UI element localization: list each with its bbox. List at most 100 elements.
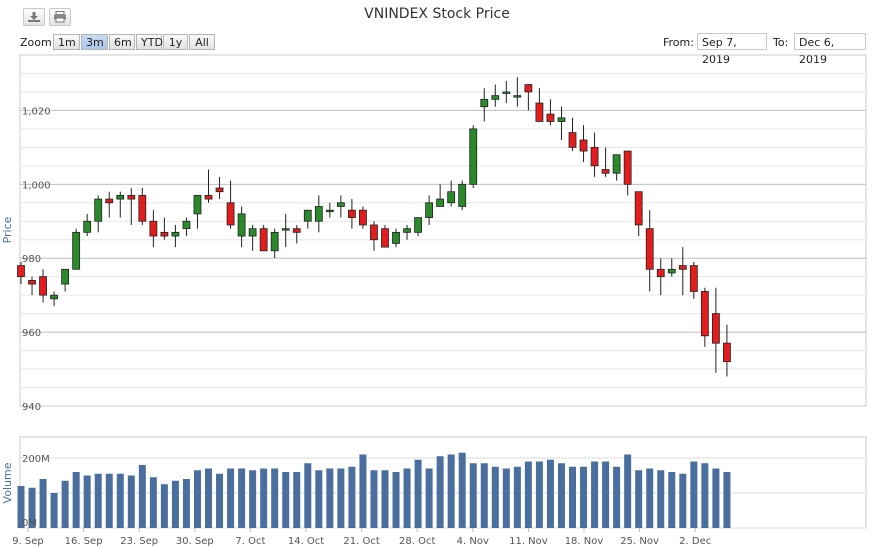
price-tick-label: 980 — [22, 254, 41, 265]
volume-bar — [403, 468, 411, 528]
candle-body — [689, 265, 698, 292]
volume-bar — [613, 466, 621, 528]
zoom-3m-button[interactable]: 3m — [81, 34, 108, 50]
volume-bar — [359, 454, 367, 528]
volume-bar — [138, 465, 146, 528]
from-date-input[interactable]: Sep 7, 2019 — [697, 33, 767, 66]
volume-tick-label: 200M — [22, 454, 50, 465]
price-candles — [17, 77, 731, 377]
candle-body — [336, 202, 345, 207]
candle-body — [370, 224, 378, 241]
volume-bar — [83, 475, 91, 528]
volume-bar — [160, 484, 168, 528]
candle-body — [94, 198, 103, 222]
candle-body — [28, 279, 36, 285]
volume-bar — [39, 479, 47, 528]
volume-bar — [216, 473, 224, 528]
volume-bar — [337, 468, 345, 528]
candle-body — [193, 194, 202, 215]
candle-body — [601, 169, 610, 174]
zoom-all-button[interactable]: All — [189, 34, 215, 50]
candle-body — [502, 91, 511, 94]
volume-bar — [293, 472, 301, 528]
volume-bar — [348, 466, 356, 528]
to-date-input[interactable]: Dec 6, 2019 — [794, 33, 866, 66]
candle-body — [392, 231, 400, 244]
volume-bars — [17, 452, 731, 528]
zoom-1y-button[interactable]: 1y — [163, 34, 188, 50]
candle-body — [105, 198, 114, 204]
volume-bar — [524, 461, 532, 528]
candle-body — [425, 202, 434, 218]
volume-bar — [602, 461, 610, 528]
volume-bar — [116, 473, 124, 528]
volume-bar — [591, 461, 599, 528]
volume-bar — [72, 472, 80, 528]
price-tick-label: 1,020 — [22, 106, 51, 117]
volume-bar — [105, 473, 113, 528]
volume-bar — [513, 466, 521, 528]
candle-body — [524, 84, 533, 93]
volume-bar — [447, 454, 455, 528]
volume-bar — [205, 468, 213, 528]
volume-bar — [502, 468, 510, 528]
x-tick-label: 11. Nov — [509, 536, 548, 547]
volume-axis-title: Volume — [1, 462, 14, 503]
candle-body — [623, 150, 632, 185]
print-button[interactable] — [49, 8, 71, 26]
candle-body — [403, 228, 411, 233]
volume-bar — [690, 461, 698, 528]
candle-body — [579, 139, 588, 152]
print-icon — [54, 11, 66, 23]
candle-body — [347, 209, 356, 218]
volume-bar — [50, 493, 58, 528]
volume-bar — [392, 472, 400, 528]
volume-bar — [370, 470, 378, 528]
volume-bar — [315, 470, 323, 528]
volume-bar — [436, 456, 444, 528]
volume-bar — [249, 470, 257, 528]
volume-bar — [469, 463, 477, 528]
candle-body — [568, 132, 577, 148]
candle-body — [138, 194, 147, 222]
candle-body — [116, 194, 125, 200]
download-button[interactable] — [23, 8, 45, 26]
volume-bar — [546, 459, 554, 528]
candle-body — [226, 202, 235, 226]
volume-bar — [227, 468, 235, 528]
volume-bar — [94, 473, 102, 528]
candle-body — [656, 268, 665, 278]
candle-body — [612, 154, 621, 174]
x-tick-label: 21. Oct — [343, 536, 379, 547]
volume-bar — [171, 480, 179, 528]
price-tick-label: 960 — [22, 328, 41, 339]
volume-bar — [535, 461, 543, 528]
candle-body — [325, 209, 334, 213]
from-label: From: — [663, 36, 694, 49]
volume-bar — [624, 454, 632, 528]
candle-body — [160, 231, 169, 237]
candle-body — [237, 213, 246, 237]
zoom-6m-button[interactable]: 6m — [109, 34, 135, 50]
candle-body — [469, 128, 478, 185]
candle-body — [667, 268, 676, 274]
volume-tick-label: 0M — [22, 518, 37, 529]
x-tick-label: 14. Oct — [288, 536, 324, 547]
volume-bar — [480, 463, 488, 528]
candle-body — [436, 198, 445, 207]
candle-body — [458, 183, 467, 207]
candle-body — [381, 228, 389, 248]
volume-bar — [569, 466, 576, 528]
x-tick-label: 2. Dec — [679, 536, 711, 547]
volume-bar — [701, 463, 709, 528]
zoom-ytd-button[interactable]: YTD — [136, 34, 163, 50]
download-icon — [28, 12, 40, 22]
volume-bar — [414, 459, 422, 528]
volume-bar — [646, 468, 654, 528]
x-tick-label: 16. Sep — [65, 536, 103, 547]
candle-body — [149, 220, 158, 237]
candle-body — [645, 228, 654, 270]
candle-body — [314, 206, 323, 222]
zoom-1m-button[interactable]: 1m — [53, 34, 80, 50]
volume-bar — [127, 475, 135, 528]
